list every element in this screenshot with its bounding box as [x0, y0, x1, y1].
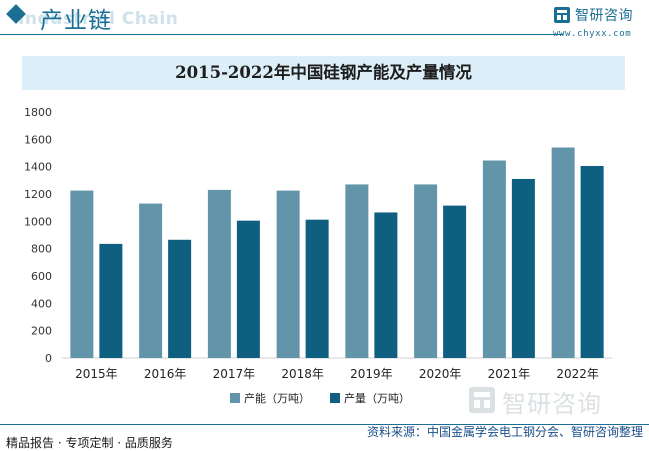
x-tick-label: 2020年	[419, 367, 462, 381]
capacity-bar	[139, 203, 163, 358]
x-tick-label: 2022年	[556, 367, 599, 381]
output-bar	[99, 243, 123, 358]
x-tick-label: 2015年	[75, 367, 118, 381]
header-divider	[0, 34, 563, 35]
capacity-bar	[482, 160, 506, 358]
header: Industrial Chain 产业链 智研咨询 www.chyxx.com	[0, 0, 649, 40]
x-tick-label: 2018年	[281, 367, 324, 381]
brand-url: www.chyxx.com	[553, 29, 632, 39]
y-tick-label: 1000	[24, 215, 52, 228]
chart-title-band: 2015-2022年中国硅钢产能及产量情况	[22, 56, 625, 90]
capacity-bar	[414, 184, 438, 358]
y-tick-label: 1600	[24, 133, 52, 146]
y-tick-label: 600	[31, 270, 52, 283]
header-title: 产业链	[40, 8, 112, 34]
y-tick-label: 0	[45, 352, 52, 365]
y-tick-label: 1200	[24, 188, 52, 201]
x-tick-label: 2017年	[213, 367, 256, 381]
data-source: 资料来源：中国金属学会电工钢分会、智研咨询整理	[366, 425, 643, 439]
footer: 精品报告 · 专项定制 · 品质服务 资料来源：中国金属学会电工钢分会、智研咨询…	[0, 420, 649, 451]
output-bar	[236, 220, 260, 358]
y-tick-label: 400	[31, 297, 52, 310]
legend-swatch-output	[330, 393, 340, 403]
x-tick-label: 2016年	[144, 367, 187, 381]
capacity-bar	[345, 184, 369, 358]
watermark-logo-icon	[469, 387, 495, 413]
y-tick-label: 1400	[24, 161, 52, 174]
brand-logo-icon	[554, 7, 570, 23]
brand: 智研咨询 www.chyxx.com	[553, 5, 643, 41]
output-bar	[305, 219, 329, 358]
output-bar	[580, 165, 604, 358]
brand-name: 智研咨询	[575, 8, 633, 24]
capacity-bar	[551, 147, 575, 358]
legend-label-capacity: 产能（万吨）	[244, 391, 310, 405]
capacity-bar	[276, 190, 300, 358]
legend-label-output: 产量（万吨）	[344, 391, 410, 405]
header-ghost-text: Industrial Chain	[18, 9, 179, 29]
watermark-text: 智研咨询	[502, 390, 602, 418]
y-tick-label: 800	[31, 243, 52, 256]
bar-chart: 0 200 400 600 800 1000 1200 1400 1600 1800 2015年 20…	[24, 106, 612, 405]
capacity-bar	[207, 189, 231, 358]
y-tick-label: 1800	[24, 106, 52, 119]
y-tick-label: 200	[31, 325, 52, 338]
chart-title: 2015-2022年中国硅钢产能及产量情况	[175, 63, 472, 82]
footer-divider	[0, 424, 649, 425]
capacity-bar	[70, 190, 94, 358]
legend-swatch-capacity	[230, 393, 240, 403]
footer-slogan: 精品报告 · 专项定制 · 品质服务	[6, 436, 173, 450]
output-bar	[511, 178, 535, 358]
x-tick-label: 2019年	[350, 367, 393, 381]
output-bar	[443, 205, 467, 358]
output-bar	[168, 239, 192, 358]
output-bar	[374, 212, 398, 358]
watermark: 智研咨询	[468, 384, 638, 418]
x-tick-label: 2021年	[488, 367, 531, 381]
